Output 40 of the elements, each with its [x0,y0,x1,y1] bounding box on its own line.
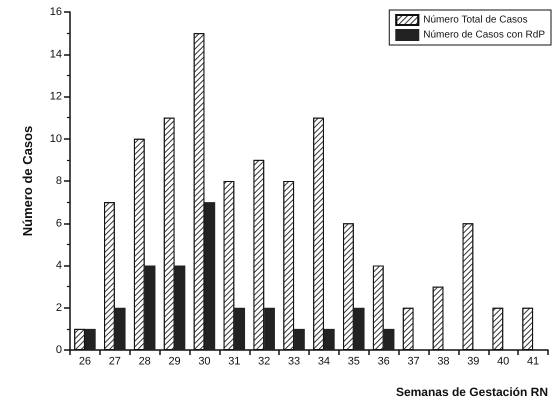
x-tick-label: 27 [108,356,121,368]
y-axis-title: Número de Casos [20,126,35,236]
x-tick-label: 35 [348,356,360,368]
y-tick-label: 12 [50,90,62,102]
y-tick-label: 4 [56,260,62,272]
x-tick-label: 30 [198,356,211,368]
x-tick-label: 33 [288,356,300,368]
x-tick-label: 41 [526,356,540,368]
x-tick-label: 39 [467,356,480,368]
y-tick-label: 10 [50,132,62,145]
bar [324,328,335,350]
bar [264,308,275,350]
bar [114,308,126,350]
x-tick-label: 26 [78,356,92,368]
bar [84,328,96,350]
y-tick-label: 2 [56,302,62,314]
bar [294,328,305,350]
x-tick-label: 34 [318,356,330,368]
x-tick-label: 38 [437,356,450,368]
legend-label: Número Total de Casos [423,14,528,26]
x-tick-label: 40 [497,356,510,368]
x-axis-title: Semanas de Gestación RN [396,385,548,399]
bar [354,308,365,350]
x-tick-label: 36 [378,356,390,368]
y-tick-label: 0 [56,344,62,356]
x-tick-label: 29 [168,356,181,368]
x-tick-label: 31 [228,356,240,368]
bar [234,308,246,350]
bar [204,202,216,350]
y-tick-label: 14 [50,48,62,60]
legend-label: Número de Casos con RdP [423,30,546,40]
y-tick-label: 16 [50,6,62,18]
y-tick-label: 6 [56,217,62,230]
bar [144,266,156,350]
y-tick-label: 8 [56,175,62,187]
x-tick-label: 32 [258,356,270,368]
x-tick-label: 28 [138,356,151,368]
x-tick-label: 37 [407,356,420,368]
bar [174,266,186,350]
bar [384,328,394,350]
